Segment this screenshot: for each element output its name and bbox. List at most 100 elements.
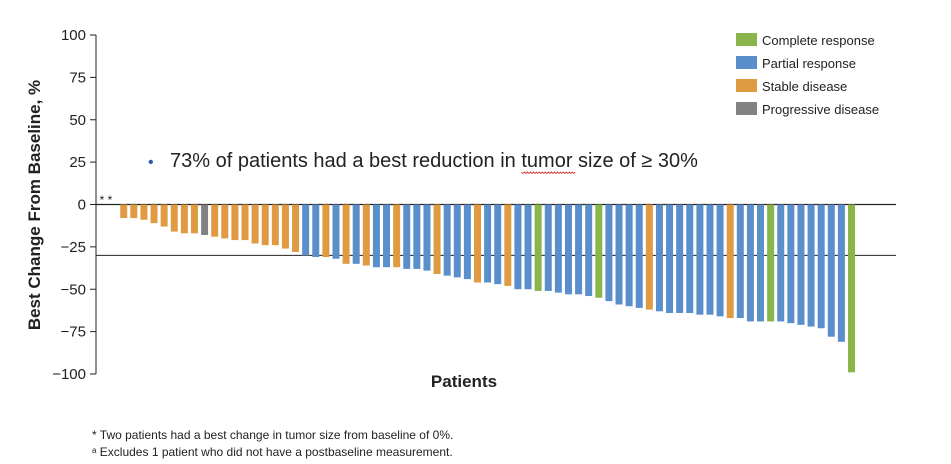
bar-sd xyxy=(474,204,481,283)
legend-label: Stable disease xyxy=(762,79,847,94)
bar-pr xyxy=(706,204,714,315)
bar-pr xyxy=(332,204,340,259)
annotation-part: size of ≥ 30% xyxy=(572,150,698,172)
legend-swatch xyxy=(736,102,757,115)
annotation-spellcheck-word: tumor xyxy=(521,150,572,172)
y-tick-label: −25 xyxy=(61,239,86,256)
bar-pr xyxy=(514,204,522,290)
bar-sd xyxy=(170,204,178,232)
bar-pr xyxy=(312,204,320,258)
bar-pr xyxy=(403,204,411,269)
bar-sd xyxy=(180,204,188,234)
y-tick-label: 100 xyxy=(61,27,86,44)
bar-sd xyxy=(342,204,350,264)
bar-sd xyxy=(271,204,279,246)
bar-pr xyxy=(676,204,684,313)
bar-pr xyxy=(372,204,380,268)
legend-swatch xyxy=(736,79,757,92)
bar-pr xyxy=(736,204,744,319)
bar-pd xyxy=(201,204,209,236)
bar-cr xyxy=(534,204,542,291)
bar-pr xyxy=(302,204,310,256)
y-tick-label: 50 xyxy=(69,112,86,129)
footnote-marker: a xyxy=(92,446,97,455)
bar-pr xyxy=(443,204,451,276)
bar-sd xyxy=(433,204,441,274)
bar-pr xyxy=(837,204,845,342)
bar-sd xyxy=(504,204,512,286)
spellcheck-underline xyxy=(521,171,576,175)
bar-sd xyxy=(281,204,289,249)
bar-sd xyxy=(120,204,128,219)
bar-pr xyxy=(787,204,795,324)
bar-sd xyxy=(645,204,653,310)
bar-sd xyxy=(393,204,401,268)
bar-pr xyxy=(352,204,360,264)
bar-pr xyxy=(615,204,623,305)
y-tick-label: 75 xyxy=(69,69,86,86)
legend-label: Progressive disease xyxy=(762,102,879,117)
bar-pr xyxy=(635,204,643,308)
bar-pr xyxy=(605,204,613,302)
y-tick-label: −75 xyxy=(61,324,86,341)
bar-sd xyxy=(292,204,300,252)
bar-pr xyxy=(484,204,492,283)
bar-sd xyxy=(261,204,269,246)
annotation-text: 73% of patients had a best reduction in … xyxy=(170,150,698,172)
legend-label: Partial response xyxy=(762,56,856,71)
bar-sd xyxy=(251,204,259,244)
bar-sd xyxy=(130,204,138,219)
bar-sd xyxy=(362,204,370,266)
y-tick-label: 25 xyxy=(69,154,86,171)
bar-pr xyxy=(413,204,421,269)
bar-pr xyxy=(797,204,805,325)
y-tick-label: −50 xyxy=(61,281,86,298)
bar-cr xyxy=(848,204,855,373)
bar-pr xyxy=(696,204,704,315)
bar-pr xyxy=(827,204,835,337)
bar-sd xyxy=(140,204,148,220)
bar-sd xyxy=(211,204,219,237)
bar-pr xyxy=(625,204,633,307)
footnote-excluded-text: Excludes 1 patient who did not have a po… xyxy=(96,445,453,459)
y-tick-label: 0 xyxy=(78,197,86,214)
bar-pr xyxy=(817,204,825,329)
annotation-part: 73% of patients had a best reduction in xyxy=(170,150,521,172)
footnote-excluded: a Excludes 1 patient who did not have a … xyxy=(92,445,453,459)
waterfall-chart: 100 75 50 25 0 −25 −50 −75 −100 Complete respons… xyxy=(25,27,896,391)
bar-sd xyxy=(160,204,168,227)
bar-sd xyxy=(241,204,249,241)
bar-pr xyxy=(585,204,593,297)
bar-sd xyxy=(190,204,198,234)
bar-sd xyxy=(221,204,229,239)
bar-sd xyxy=(322,204,330,258)
bar-pr xyxy=(564,204,572,295)
bar-sd xyxy=(150,204,158,224)
bar-pr xyxy=(716,204,724,317)
bar-pr xyxy=(686,204,694,313)
legend: Complete response Partial response Stable … xyxy=(736,33,879,117)
x-axis-label: Patients xyxy=(431,372,497,391)
bar-sd xyxy=(231,204,239,241)
zero-change-marker: * * xyxy=(100,193,113,207)
bar-pr xyxy=(423,204,431,271)
legend-swatch xyxy=(736,33,757,46)
bar-pr xyxy=(746,204,754,322)
y-tick-label: −100 xyxy=(52,366,86,383)
bars-layer xyxy=(120,204,855,373)
legend-swatch xyxy=(736,56,757,69)
bar-pr xyxy=(453,204,461,278)
legend-label: Complete response xyxy=(762,33,875,48)
bar-pr xyxy=(494,204,502,285)
bar-cr xyxy=(767,204,775,322)
bar-pr xyxy=(575,204,583,295)
bar-pr xyxy=(524,204,532,290)
bar-pr xyxy=(655,204,663,312)
bar-pr xyxy=(757,204,765,322)
y-axis-label: Best Change From Baseline, % xyxy=(25,80,44,330)
annotation-bullet: • xyxy=(148,154,154,171)
footnote-zero-change: * Two patients had a best change in tumo… xyxy=(92,428,454,442)
bar-pr xyxy=(463,204,471,280)
bar-cr xyxy=(595,204,603,298)
bar-pr xyxy=(807,204,815,327)
